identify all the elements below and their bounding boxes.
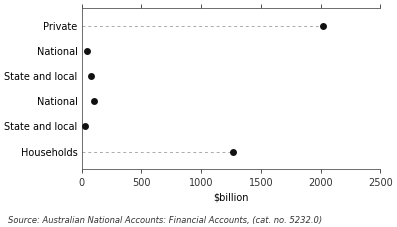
Text: Source: Australian National Accounts: Financial Accounts, (cat. no. 5232.0): Source: Australian National Accounts: Fi… — [8, 216, 322, 225]
X-axis label: $billion: $billion — [213, 192, 249, 202]
